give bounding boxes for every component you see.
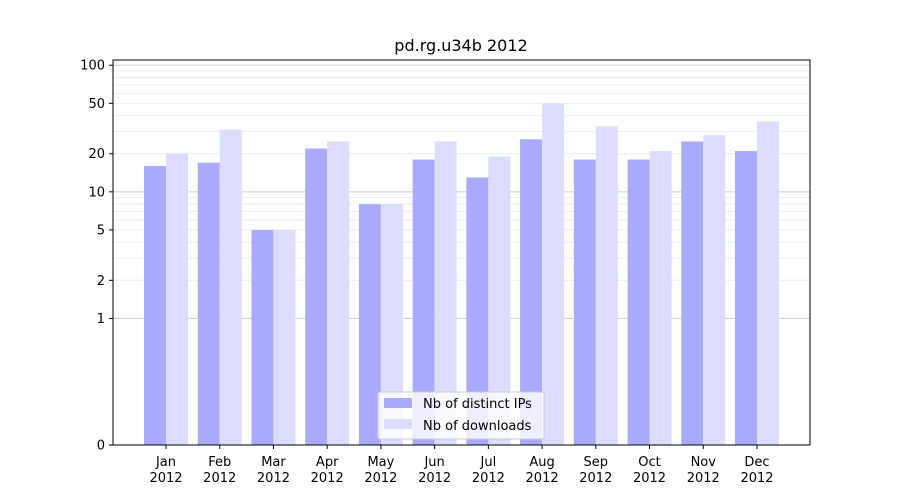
bar-downloads-dec <box>757 121 779 445</box>
plot-frame <box>112 59 811 446</box>
x-tick-label: Nov 2012 <box>687 455 720 486</box>
legend-label-downloads: Nb of downloads <box>423 419 532 434</box>
x-tick-label: Feb 2012 <box>203 455 236 486</box>
bar-downloads-feb <box>219 129 242 445</box>
chart-title: pd.rg.u34b 2012 <box>394 36 527 55</box>
legend-label-ips: Nb of distinct IPs <box>423 397 532 412</box>
bar-downloads-may <box>380 204 403 445</box>
bar-downloads-nov <box>703 135 726 445</box>
y-tick-label: 50 <box>88 97 105 112</box>
y-tick-label: 1 <box>97 312 105 327</box>
bar-distinct-ips-nov <box>681 141 704 445</box>
x-tick-label: Apr 2012 <box>311 455 344 486</box>
bar-distinct-ips-apr <box>305 148 328 445</box>
x-tick-label: Aug 2012 <box>526 455 559 486</box>
bar-distinct-ips-dec <box>735 151 757 445</box>
bar-downloads-oct <box>649 151 672 445</box>
legend: Nb of distinct IPs Nb of downloads <box>377 391 545 440</box>
x-tick-label: May 2012 <box>364 455 397 486</box>
y-tick-label: 5 <box>97 223 105 238</box>
bar-distinct-ips-aug <box>520 139 543 445</box>
x-tick-label: Sep 2012 <box>579 455 612 486</box>
bars <box>144 103 779 446</box>
bar-downloads-sep <box>595 126 618 446</box>
bar-downloads-jun <box>434 141 457 445</box>
bar-distinct-ips-mar <box>251 229 274 445</box>
y-tick-label: 0 <box>97 439 105 454</box>
bar-downloads-aug <box>542 103 565 445</box>
x-tick-label: Dec 2012 <box>740 455 773 486</box>
bar-distinct-ips-oct <box>627 159 650 445</box>
y-tick-label: 2 <box>97 274 105 289</box>
x-axis: Jan 2012 Feb 2012 Mar 2012 Apr 2012 May 2012 Jun 20… <box>149 445 774 486</box>
bar-distinct-ips-feb <box>197 162 220 445</box>
bar-downloads-jan <box>166 153 188 446</box>
legend-box <box>377 391 545 440</box>
bar-distinct-ips-may <box>358 204 381 445</box>
y-tick-label: 10 <box>88 185 105 200</box>
x-tick-label: Jun 2012 <box>418 455 451 486</box>
y-tick-label: 100 <box>80 59 105 74</box>
x-tick-label: Mar 2012 <box>257 455 290 486</box>
y-tick-label: 20 <box>88 147 105 162</box>
legend-swatch-ips <box>384 398 412 408</box>
bar-downloads-apr <box>327 141 350 445</box>
bar-distinct-ips-jul <box>466 177 489 446</box>
y-axis: 0 1 2 5 10 20 50 100 <box>80 59 113 454</box>
legend-swatch-downloads <box>384 419 412 429</box>
x-tick-label: Oct 2012 <box>633 455 666 486</box>
x-tick-label: Jul 2012 <box>472 455 505 486</box>
bar-downloads-mar <box>273 229 296 445</box>
bar-distinct-ips-jun <box>412 159 435 445</box>
x-tick-label: Jan 2012 <box>149 455 182 486</box>
bar-distinct-ips-jan <box>144 165 166 446</box>
bar-downloads-jul <box>488 156 511 446</box>
bar-distinct-ips-sep <box>573 159 596 445</box>
